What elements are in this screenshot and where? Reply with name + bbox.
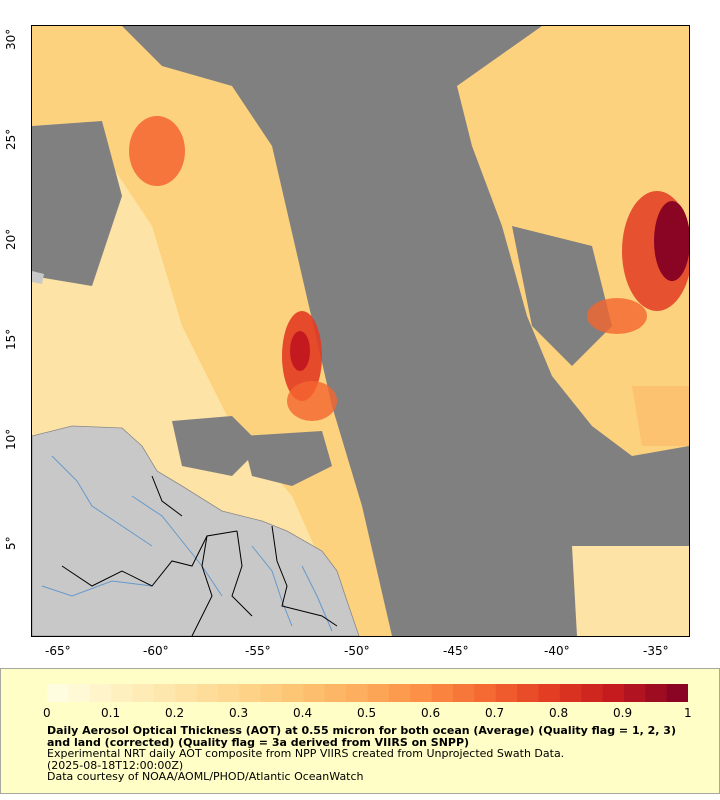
y-tick-label: 10° [4, 428, 18, 450]
river-1 [51, 455, 153, 547]
colorbar-tick-label: 0.7 [485, 706, 505, 720]
west-gap-1 [32, 121, 122, 286]
border-1 [61, 530, 238, 587]
legend-credit: Data courtesy of NOAA/AOML/PHOD/Atlantic… [47, 770, 364, 783]
colorbar-step [517, 684, 539, 702]
caribbean-island-land [32, 271, 44, 284]
colorbar-step [153, 684, 176, 702]
colorbar-tick-label: 0.2 [165, 706, 185, 720]
colorbar-tick-label: 0 [43, 706, 51, 720]
colorbar-tick-label: 0.3 [229, 706, 249, 720]
colorbar-tick-label: 0.8 [549, 706, 569, 720]
border-3 [231, 530, 253, 617]
west-hotspot-coast-core [290, 331, 310, 371]
colorbar-step [666, 684, 688, 702]
y-tick-label: 5° [4, 536, 18, 550]
y-tick-label: 25° [4, 128, 18, 150]
colorbar-step [581, 684, 604, 702]
y-tick-label: 20° [4, 228, 18, 250]
west-hotspot-south [287, 381, 337, 421]
west-gap-2 [172, 416, 262, 476]
x-tick-label: -40° [544, 644, 570, 658]
colorbar-step [367, 684, 390, 702]
colorbar-step [111, 684, 133, 702]
x-tick-label: -45° [443, 644, 469, 658]
legend-description: Experimental NRT daily AOT composite fro… [47, 747, 565, 760]
colorbar-step [388, 684, 411, 702]
river-2 [131, 495, 223, 597]
border-5 [151, 475, 183, 517]
colorbar-step [217, 684, 240, 702]
legend-timestamp: (2025-08-18T12:00:00Z) [47, 758, 184, 772]
east-lower-patch [572, 546, 689, 636]
colorbar-tick-label: 0.4 [293, 706, 313, 720]
x-tick-label: -55° [245, 644, 271, 658]
colorbar-step [47, 684, 69, 702]
colorbar-step [239, 684, 262, 702]
colorbar-step [495, 684, 518, 702]
x-tick-label: -35° [643, 644, 669, 658]
legend-title: Daily Aerosol Optical Thickness (AOT) at… [47, 724, 676, 749]
colorbar-step [68, 684, 91, 702]
river-4 [251, 545, 293, 627]
colorbar-step [452, 684, 475, 702]
colorbar-step [623, 684, 646, 702]
aot-map [32, 26, 689, 636]
east-lower-patch-2 [632, 386, 689, 446]
east-aerosol-swath [457, 26, 689, 456]
x-tick-label: -60° [143, 644, 169, 658]
colorbar-tick-label: 0.9 [613, 706, 633, 720]
border-2 [191, 535, 213, 636]
legend-caption: Daily Aerosol Optical Thickness (AOT) at… [47, 725, 697, 783]
colorbar-tick-label: 0.6 [421, 706, 441, 720]
west-gap-3 [242, 431, 332, 486]
border-6 [301, 610, 338, 627]
colorbar-step [431, 684, 454, 702]
east-band [587, 298, 647, 334]
colorbar-step [282, 684, 304, 702]
colorbar-tick-label: 0.1 [101, 706, 121, 720]
border-4 [271, 525, 303, 612]
east-gap [512, 226, 612, 366]
colorbar-step [602, 684, 625, 702]
colorbar-step [132, 684, 155, 702]
south-america-land [32, 425, 360, 636]
west-hotspot-north [129, 116, 185, 186]
x-tick-label: -65° [45, 644, 71, 658]
colorbar-step [196, 684, 219, 702]
colorbar-tick-label: 0.5 [357, 706, 377, 720]
colorbar-step [538, 684, 561, 702]
aot-colorbar [47, 684, 688, 702]
colorbar-step [410, 684, 433, 702]
colorbar-step [303, 684, 326, 702]
colorbar-step [645, 684, 668, 702]
colorbar-step [324, 684, 347, 702]
colorbar-step [559, 684, 582, 702]
east-hotspot-core [654, 201, 689, 281]
colorbar-tick-label: 1 [684, 706, 692, 720]
colorbar-step [175, 684, 198, 702]
x-tick-label: -50° [344, 644, 370, 658]
river-3 [41, 580, 153, 597]
y-tick-label: 30° [4, 28, 18, 50]
y-tick-label: 15° [4, 328, 18, 350]
colorbar-step [474, 684, 497, 702]
map-area[interactable] [31, 25, 690, 637]
colorbar-step [260, 684, 283, 702]
colorbar-step [346, 684, 368, 702]
colorbar-step [89, 684, 112, 702]
